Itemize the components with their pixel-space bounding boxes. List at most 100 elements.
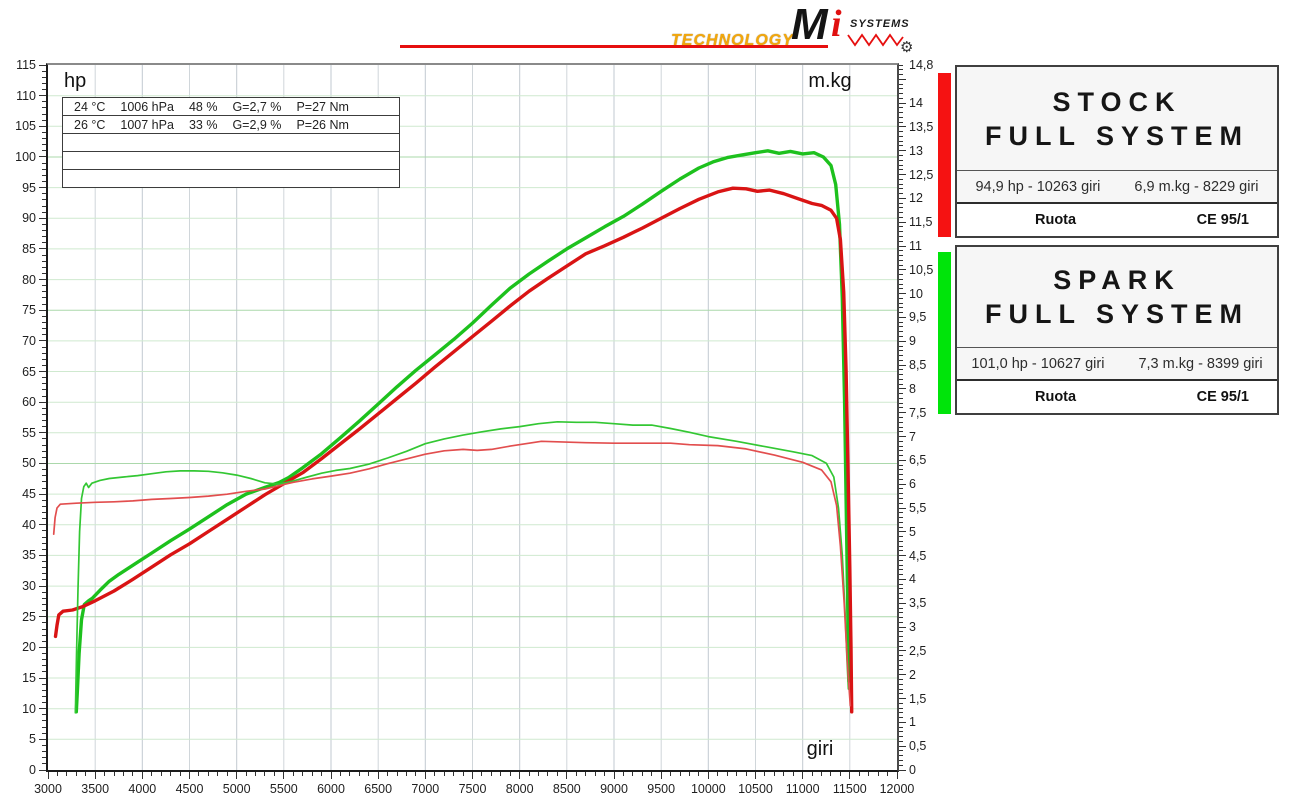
right-axis-tick	[899, 517, 903, 519]
left-axis-tick	[39, 279, 46, 281]
left-axis-tick	[42, 518, 46, 520]
right-axis-tick	[899, 717, 903, 719]
right-axis-tick	[899, 302, 903, 304]
spark-panel-title: SPARK FULL SYSTEM	[957, 247, 1277, 348]
x-axis-title: giri	[806, 738, 834, 760]
right-axis-tick	[899, 159, 903, 161]
x-axis-tick	[236, 772, 238, 779]
right-axis-tick	[899, 569, 903, 571]
x-axis-tick-label: 5000	[222, 782, 251, 796]
x-axis-tick	[641, 772, 643, 776]
spark-peak-hp: 101,0 hp - 10627 giri	[971, 355, 1105, 372]
x-axis-tick	[368, 772, 370, 776]
right-axis-tick	[899, 193, 903, 195]
right-axis-tick-label: 6,5	[909, 453, 927, 468]
left-axis-tick	[42, 456, 46, 458]
right-axis-tick	[899, 693, 903, 695]
right-axis-title: m.kg	[808, 70, 852, 92]
right-axis-tick	[899, 378, 903, 380]
x-axis-tick	[896, 772, 898, 779]
right-axis-tick	[899, 612, 903, 614]
logo: TECHNOLOGY M i SYSTEMS ⚙	[395, 0, 925, 62]
logo-underline	[400, 45, 828, 48]
x-axis-tick	[132, 772, 134, 776]
left-axis-tick	[39, 769, 46, 771]
right-axis-tick	[899, 207, 903, 209]
left-axis-tick	[42, 487, 46, 489]
left-axis-tick	[42, 199, 46, 201]
x-axis-tick	[396, 772, 398, 776]
conditions-row	[63, 152, 399, 170]
right-axis-tick	[899, 340, 906, 342]
left-axis-tick	[42, 364, 46, 366]
right-axis-tick	[899, 493, 903, 495]
right-axis-tick	[899, 297, 903, 299]
right-axis-tick	[899, 474, 903, 476]
right-axis-tick	[899, 336, 903, 338]
stock-footer-norm: CE 95/1	[1196, 212, 1249, 228]
left-axis-tick	[39, 156, 46, 158]
right-axis-tick	[899, 383, 903, 385]
right-axis-tick	[899, 235, 903, 237]
left-axis-tick-label: 55	[22, 425, 36, 440]
x-axis-tick	[415, 772, 417, 776]
right-axis-tick	[899, 350, 903, 352]
left-axis-tick	[39, 524, 46, 526]
right-axis-tick	[899, 145, 903, 147]
left-axis-tick	[42, 512, 46, 514]
right-axis-tick	[899, 626, 906, 628]
right-axis-tick	[899, 178, 903, 180]
x-axis-tick	[519, 772, 521, 779]
x-axis-tick	[830, 772, 832, 776]
right-axis-tick	[899, 69, 903, 71]
right-axis-tick	[899, 255, 903, 257]
left-axis-tick	[42, 695, 46, 697]
left-axis-tick	[42, 763, 46, 765]
right-axis-tick	[899, 645, 903, 647]
conditions-cell: G=2,9 %	[232, 117, 282, 132]
right-axis-tick	[899, 116, 903, 118]
right-axis-tick-label: 0,5	[909, 739, 927, 754]
right-axis-tick	[899, 112, 903, 114]
right-axis-tick	[899, 674, 906, 676]
right-axis-tick	[899, 736, 903, 738]
right-axis-tick-label: 11,5	[909, 215, 933, 230]
x-axis-tick-label: 5500	[269, 782, 298, 796]
x-axis-tick	[868, 772, 870, 776]
right-axis-tick	[899, 607, 903, 609]
x-axis-tick	[877, 772, 879, 776]
logo-m-letter: M	[791, 0, 828, 49]
right-axis-tick	[899, 155, 903, 156]
x-axis-tick	[604, 772, 606, 776]
x-axis-tick	[160, 772, 162, 776]
right-axis-tick	[899, 559, 903, 561]
right-axis-tick	[899, 135, 903, 137]
x-axis-tick	[736, 772, 738, 776]
x-axis-tick	[387, 772, 389, 776]
left-axis-tick	[42, 242, 46, 244]
right-axis-tick	[899, 678, 903, 680]
right-axis-tick	[899, 374, 903, 376]
right-axis-tick	[899, 331, 903, 333]
x-axis-tick	[717, 772, 719, 776]
left-axis-tick	[42, 162, 46, 164]
left-axis-tick	[42, 254, 46, 256]
right-axis-tick	[899, 131, 903, 133]
conditions-row: 24 °C 1006 hPa 48 % G=2,7 % P=27 Nm	[63, 98, 399, 116]
spark-panel: SPARK FULL SYSTEM 101,0 hp - 10627 giri …	[955, 245, 1279, 415]
left-axis-tick	[39, 646, 46, 648]
left-axis-tick	[42, 757, 46, 759]
right-axis-tick	[899, 450, 903, 452]
left-axis-tick	[42, 413, 46, 415]
right-axis-tick-label: 4	[909, 572, 916, 587]
right-axis-tick	[899, 316, 906, 318]
left-axis-tick	[39, 217, 46, 219]
x-axis-tick-label: 10500	[738, 782, 773, 796]
left-axis-tick	[39, 340, 46, 342]
x-axis-tick-label: 3500	[81, 782, 110, 796]
left-axis-tick	[42, 689, 46, 691]
right-axis-tick-label: 13	[909, 143, 923, 158]
curve-stock-hp	[53, 186, 854, 714]
right-axis-tick	[899, 307, 903, 309]
left-axis-tick	[42, 383, 46, 385]
